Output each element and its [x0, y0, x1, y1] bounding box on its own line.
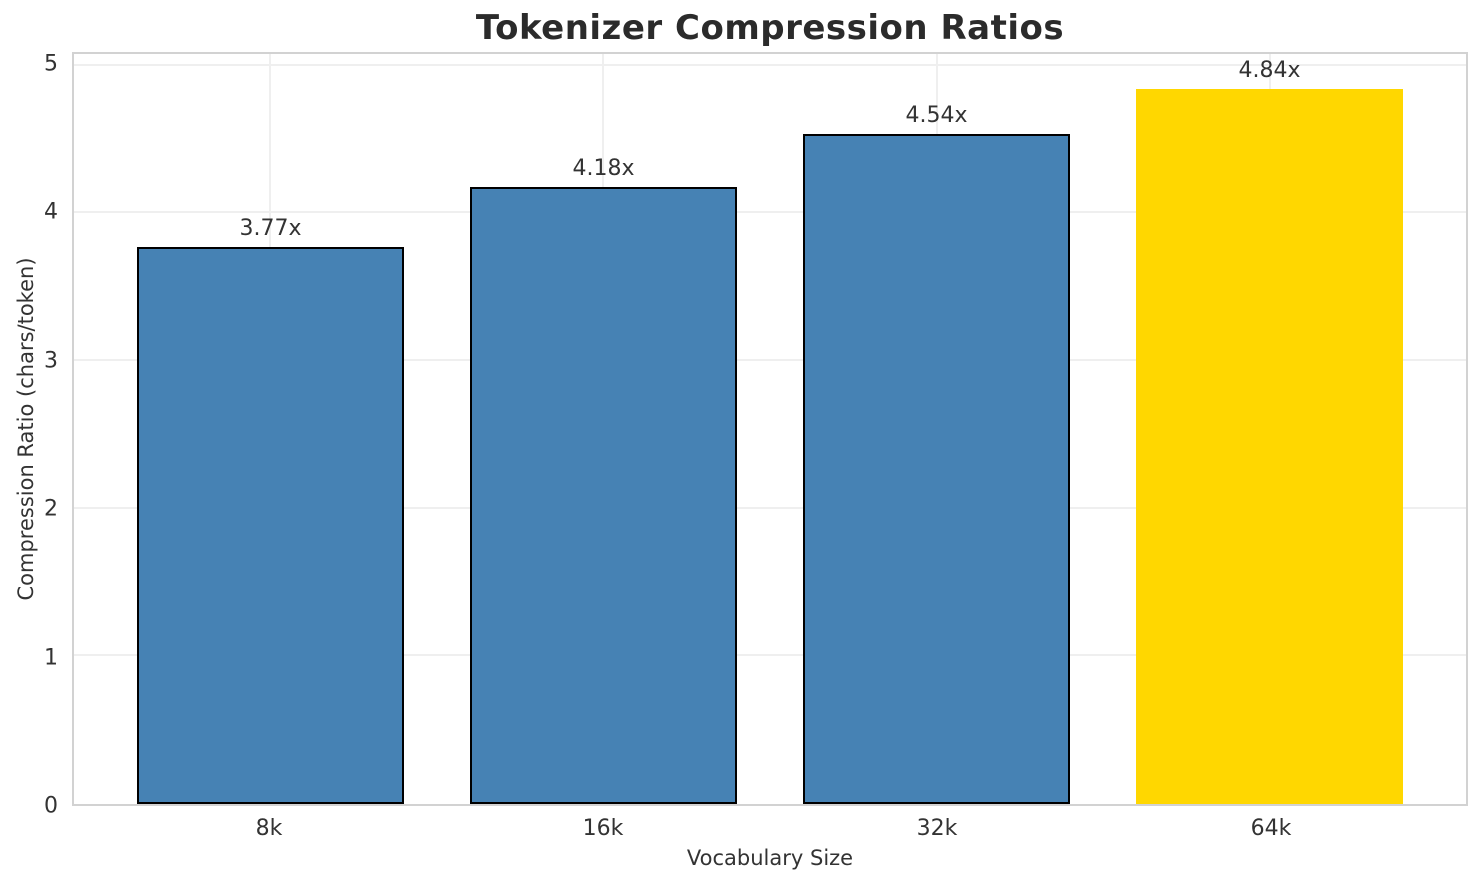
- gridline-horizontal: [74, 359, 1466, 362]
- bar-value-label: 4.84x: [1238, 58, 1301, 84]
- y-tick-label: 0: [44, 793, 58, 819]
- x-tick-label: 64k: [1250, 816, 1292, 841]
- y-tick-label: 2: [44, 496, 58, 522]
- bar-value-label: 4.54x: [905, 102, 968, 128]
- bar-value-label: 4.18x: [572, 155, 635, 181]
- gridline-horizontal: [74, 211, 1466, 214]
- x-tick-label: 16k: [582, 816, 624, 841]
- bar-64k: [1136, 89, 1403, 804]
- y-tick-label: 4: [44, 199, 58, 225]
- bar-32k: [803, 133, 1070, 804]
- gridline-horizontal: [74, 63, 1466, 66]
- bar-16k: [470, 186, 737, 804]
- y-tick-label: 3: [44, 348, 58, 374]
- y-tick-label: 1: [44, 645, 58, 671]
- gridline-horizontal: [74, 654, 1466, 657]
- y-axis-label: Compression Ratio (chars/token): [14, 257, 38, 601]
- bar-value-label: 3.77x: [239, 216, 302, 242]
- chart-title: Tokenizer Compression Ratios: [475, 8, 1065, 48]
- plot-area: 3.77x 4.18x 4.54x 4.84x: [72, 52, 1468, 806]
- x-axis-label: Vocabulary Size: [686, 846, 854, 870]
- x-tick-label: 32k: [916, 816, 958, 841]
- gridline-horizontal: [74, 506, 1466, 509]
- y-tick-label: 5: [44, 51, 58, 77]
- x-tick-label: 8k: [255, 816, 283, 841]
- bar-8k: [137, 247, 404, 804]
